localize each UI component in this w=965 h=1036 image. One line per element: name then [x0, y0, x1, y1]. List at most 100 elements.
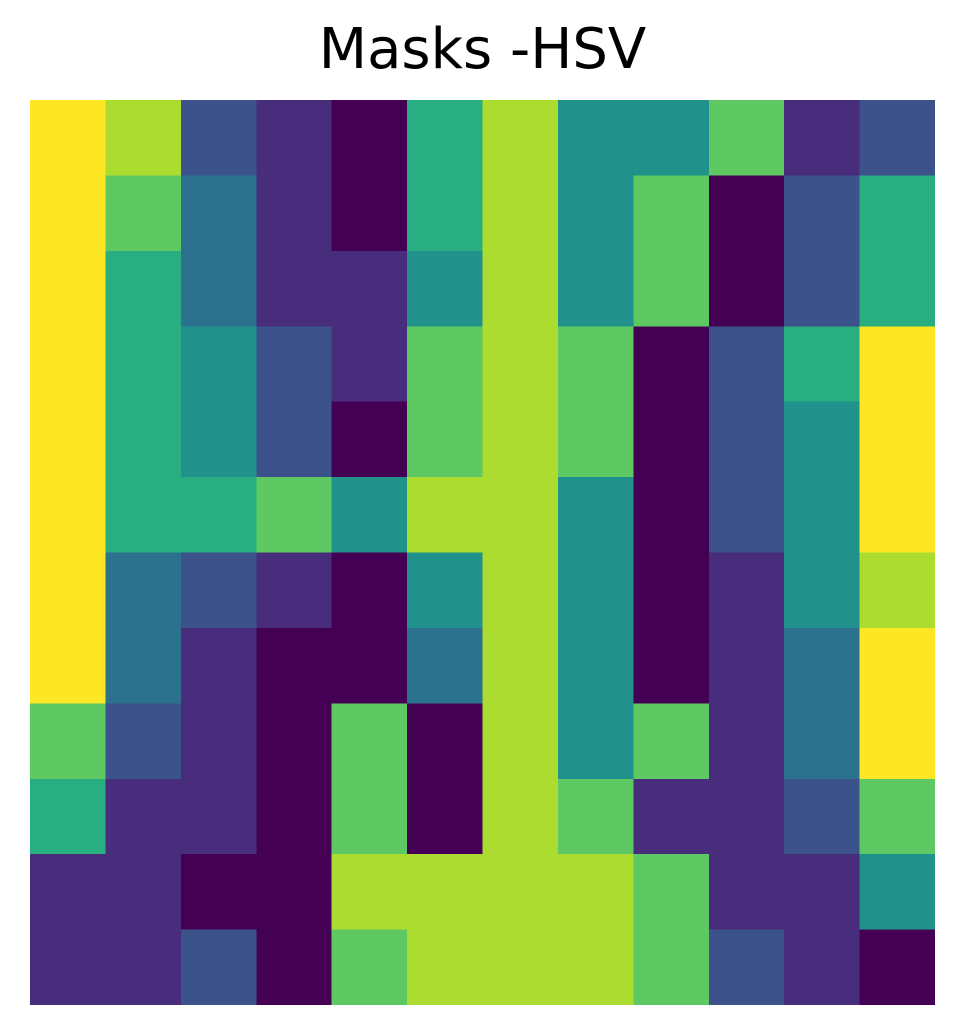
heatmap-cell: [708, 401, 785, 478]
heatmap-cell: [331, 778, 408, 855]
heatmap-cell: [784, 854, 861, 931]
heatmap-cell: [482, 627, 559, 704]
heatmap-cell: [331, 250, 408, 327]
heatmap-cell: [256, 250, 333, 327]
heatmap-cell: [30, 326, 106, 403]
heatmap-cell: [784, 552, 861, 629]
heatmap-cell: [407, 552, 483, 629]
heatmap-cell: [407, 326, 483, 403]
heatmap-cell: [859, 552, 935, 629]
heatmap-cell: [180, 250, 257, 327]
heatmap-cell: [708, 100, 785, 176]
heatmap-cell: [30, 175, 106, 252]
heatmap-cell: [859, 627, 935, 704]
heatmap-cell: [256, 401, 333, 478]
heatmap-cell: [407, 401, 483, 478]
heatmap-cell: [331, 477, 408, 553]
heatmap-cell: [180, 552, 257, 629]
heatmap-cell: [859, 929, 935, 1005]
heatmap-cell: [633, 250, 710, 327]
heatmap-cell: [708, 627, 785, 704]
heatmap-cell: [331, 401, 408, 478]
heatmap-cell: [331, 627, 408, 704]
heatmap-cell: [331, 326, 408, 403]
heatmap-cell: [407, 778, 483, 855]
heatmap-cell: [708, 326, 785, 403]
heatmap-cell: [180, 778, 257, 855]
heatmap-cell: [105, 627, 182, 704]
heatmap-cell: [331, 854, 408, 931]
heatmap-cell: [784, 401, 861, 478]
heatmap-cell: [784, 477, 861, 553]
heatmap-cell: [482, 703, 559, 780]
heatmap-cell: [407, 477, 483, 553]
heatmap-cell: [557, 854, 634, 931]
heatmap-cell: [557, 477, 634, 553]
heatmap-cell: [105, 552, 182, 629]
heatmap-cell: [633, 778, 710, 855]
heatmap-cell: [180, 401, 257, 478]
heatmap-cell: [30, 477, 106, 553]
heatmap-cell: [708, 778, 785, 855]
heatmap-cell: [859, 326, 935, 403]
heatmap-cell: [256, 929, 333, 1005]
heatmap-cell: [708, 854, 785, 931]
heatmap-cell: [105, 250, 182, 327]
heatmap-cell: [105, 703, 182, 780]
heatmap-cell: [708, 477, 785, 553]
heatmap-cell: [256, 627, 333, 704]
heatmap-cell: [633, 175, 710, 252]
heatmap-cell: [482, 100, 559, 176]
heatmap-cell: [708, 175, 785, 252]
heatmap-cell: [633, 552, 710, 629]
heatmap-cell: [708, 703, 785, 780]
heatmap-cell: [105, 929, 182, 1005]
heatmap-cell: [633, 100, 710, 176]
heatmap-cell: [105, 100, 182, 176]
heatmap-cell: [784, 100, 861, 176]
heatmap-cell: [331, 703, 408, 780]
heatmap-cell: [633, 326, 710, 403]
heatmap-cell: [105, 326, 182, 403]
heatmap-cell: [331, 929, 408, 1005]
heatmap-cell: [331, 552, 408, 629]
heatmap-cell: [407, 854, 483, 931]
heatmap-cell: [784, 250, 861, 327]
heatmap-cell: [557, 250, 634, 327]
heatmap-cell: [105, 778, 182, 855]
heatmap-cell: [859, 175, 935, 252]
heatmap-cell: [859, 854, 935, 931]
heatmap-cell: [557, 100, 634, 176]
heatmap-cell: [633, 477, 710, 553]
heatmap-cell: [633, 627, 710, 704]
chart-title: Masks -HSV: [318, 17, 647, 82]
heatmap-cell: [557, 552, 634, 629]
heatmap-cell: [482, 778, 559, 855]
heatmap-cell: [105, 477, 182, 553]
heatmap-cell: [256, 326, 333, 403]
heatmap-cell: [859, 250, 935, 327]
heatmap-cell: [180, 929, 257, 1005]
heatmap-cell: [859, 778, 935, 855]
heatmap-cell: [105, 175, 182, 252]
heatmap-cell: [407, 929, 483, 1005]
heatmap-cell: [256, 100, 333, 176]
heatmap-cell: [859, 477, 935, 553]
mask-heatmap: [30, 100, 935, 1005]
heatmap-cell: [407, 703, 483, 780]
heatmap-cell: [708, 929, 785, 1005]
heatmap-cell: [784, 929, 861, 1005]
heatmap-cell: [180, 100, 257, 176]
heatmap-cell: [30, 854, 106, 931]
heatmap-cell: [784, 703, 861, 780]
heatmap-cell: [784, 778, 861, 855]
heatmap-cell: [784, 326, 861, 403]
heatmap-cell: [30, 778, 106, 855]
heatmap-cell: [482, 854, 559, 931]
heatmap-cell: [557, 929, 634, 1005]
heatmap-cell: [482, 175, 559, 252]
heatmap-cell: [482, 552, 559, 629]
heatmap-cell: [859, 401, 935, 478]
heatmap-cell: [30, 552, 106, 629]
